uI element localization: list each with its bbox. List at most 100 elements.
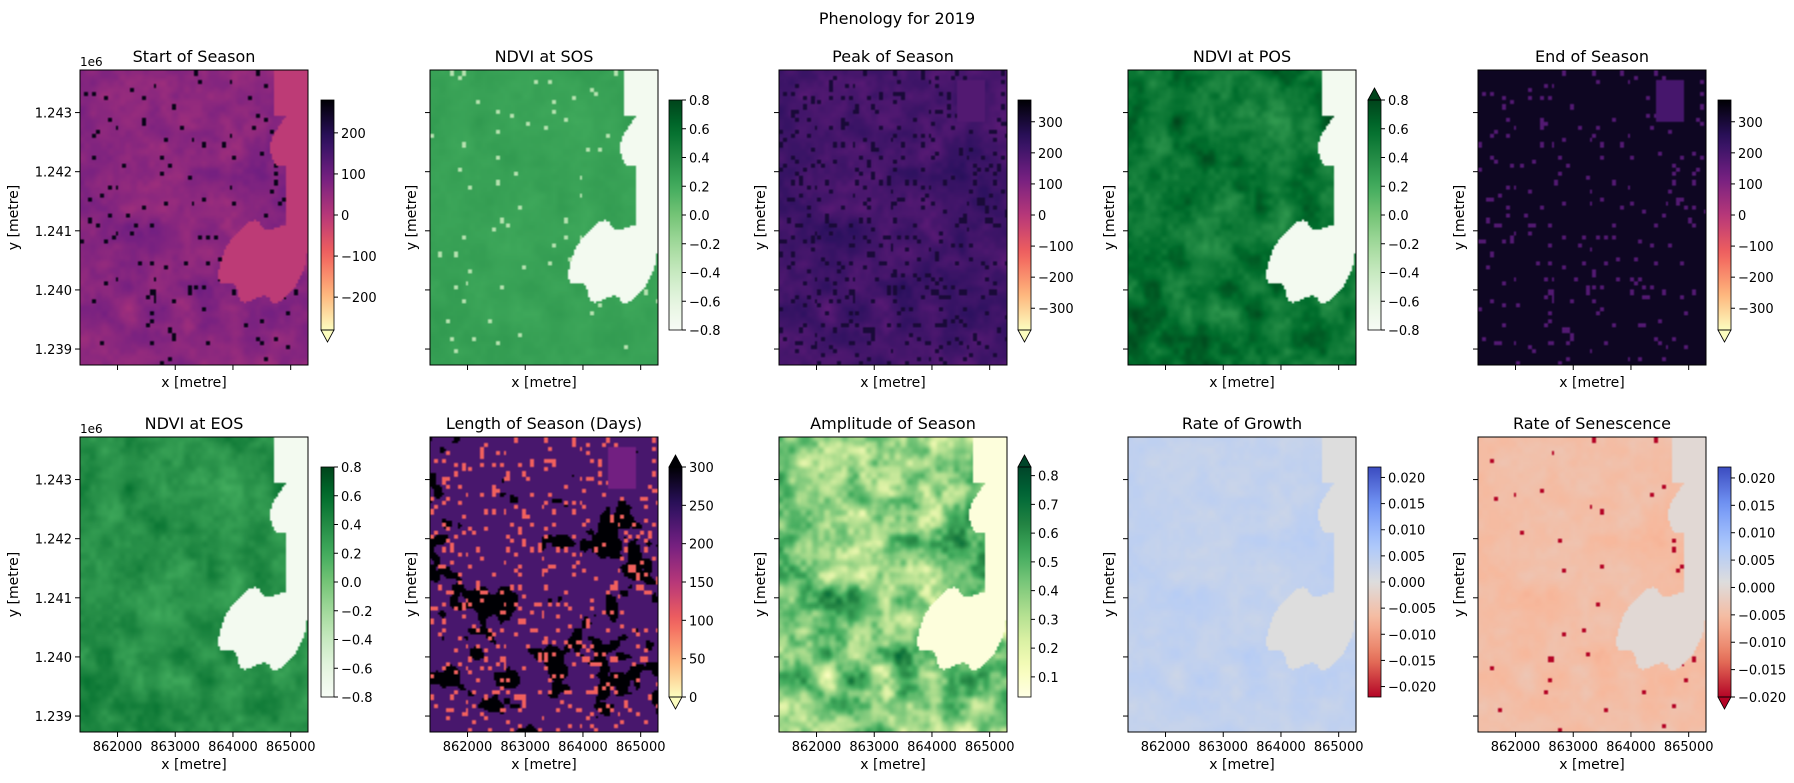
x-axis-label: x [metre] [161, 757, 226, 773]
x-tick-label: 863000 [500, 740, 550, 755]
heatmap-image [779, 70, 1007, 365]
colorbar-tick-label: 0.5 [1038, 556, 1059, 571]
y-axis-label: y [metre] [753, 552, 769, 617]
axes-frame [429, 69, 659, 366]
x-tick-label: 864000 [208, 740, 258, 755]
x-tick-label: 865000 [1314, 740, 1364, 755]
x-tick-label: 862000 [792, 740, 842, 755]
y-axis-label: y [metre] [753, 185, 769, 250]
colorbar-gradient [1018, 467, 1031, 697]
colorbar: 200 100 0 −100 −200 [320, 99, 377, 343]
colorbar-tick-label: 0.8 [341, 461, 362, 476]
x-axis-label: x [metre] [1209, 757, 1274, 773]
x-axis-label: x [metre] [860, 375, 925, 391]
y-tick-label: 1.239 [35, 343, 72, 358]
colorbar-tick-label: 0.0 [689, 209, 710, 224]
x-axis-label: x [metre] [860, 757, 925, 773]
y-tick-label: 1.241 [35, 592, 72, 607]
colorbar-extend-min [1717, 329, 1732, 343]
colorbar: 0.8 0.6 0.4 0.2 0.0 −0.2 −0.4 −0.6 −0.8 [668, 94, 721, 339]
heatmap-image [430, 437, 658, 732]
y-tick-label: 1.243 [35, 474, 72, 489]
axes-frame [1477, 69, 1707, 366]
colorbar-tick-label: 250 [689, 499, 714, 514]
colorbar-gradient [669, 467, 682, 697]
panel-title: NDVI at SOS [495, 47, 594, 66]
y-tick-label: 1.242 [35, 533, 72, 548]
panel-title: End of Season [1535, 47, 1649, 66]
x-tick-label: 864000 [558, 740, 608, 755]
colorbar-tick-label: −200 [1038, 271, 1074, 286]
x-tick-label: 863000 [1548, 740, 1598, 755]
axes-frame [79, 436, 309, 733]
colorbar-frame [1717, 466, 1732, 698]
colorbar-tick-label: 200 [689, 538, 714, 553]
panels-grid: Start of Season 1.243 1.242 1.241 1.240 1.239… [6, 47, 1786, 773]
colorbar-tick-label: 0.6 [341, 490, 362, 505]
colorbar-tick-label: −0.6 [689, 295, 721, 310]
x-axis-label: x [metre] [511, 757, 576, 773]
colorbar-gradient [1718, 100, 1731, 330]
colorbar: 0.020 0.015 0.010 0.005 0.000 −0.005 −0.010 −0.… [1367, 466, 1436, 698]
colorbar-tick-label: 100 [1038, 178, 1063, 193]
colorbar-tick-label: 100 [1738, 178, 1763, 193]
colorbar-extend-min [1717, 696, 1732, 710]
colorbar-tick-label: −100 [1038, 240, 1074, 255]
y-axis-label: y [metre] [1102, 552, 1118, 617]
colorbar-tick-label: 0.000 [1738, 581, 1775, 596]
heatmap-image [1478, 437, 1706, 732]
y-tick-label: 1.242 [35, 166, 72, 181]
heatmap-image [779, 437, 1007, 732]
x-axis-label: x [metre] [1559, 757, 1624, 773]
colorbar-gradient [321, 467, 334, 697]
panel-title: Length of Season (Days) [446, 414, 642, 433]
colorbar: 0.8 0.6 0.4 0.2 0.0 −0.2 −0.4 −0.6 −0.8 [1367, 87, 1420, 339]
axes-frame [1127, 69, 1357, 366]
heatmap-image [430, 70, 658, 365]
colorbar-extend-min [668, 696, 683, 710]
colorbar-tick-label: 200 [1738, 147, 1763, 162]
panel-rog: Rate of Growth 862000 863000 864000 865000 x … [1102, 414, 1436, 773]
colorbar-tick-label: −0.2 [341, 605, 373, 620]
colorbar-tick-label: −0.4 [689, 267, 721, 282]
panel-los: Length of Season (Days) 862000 863000 86400… [404, 414, 714, 773]
colorbar-tick-label: 300 [1738, 116, 1763, 131]
colorbar-tick-label: 0.4 [1038, 585, 1059, 600]
colorbar-tick-label: −100 [1738, 240, 1774, 255]
x-tick-label: 865000 [965, 740, 1015, 755]
x-axis-label: x [metre] [1209, 375, 1274, 391]
colorbar-tick-label: 0.6 [689, 123, 710, 138]
panel-aos: Amplitude of Season 862000 863000 864000 865… [753, 414, 1059, 773]
colorbar-gradient [669, 100, 682, 330]
x-tick-label: 864000 [907, 740, 957, 755]
colorbar-tick-label: 0 [1038, 209, 1046, 224]
y-axis-label: y [metre] [1452, 185, 1468, 250]
colorbar-gradient [1718, 467, 1731, 697]
heatmap-image [1478, 70, 1706, 365]
colorbar-tick-label: 0 [1738, 209, 1746, 224]
colorbar-tick-label: 0.000 [1388, 576, 1425, 591]
colorbar-tick-label: −0.8 [341, 691, 373, 706]
colorbar-gradient [1368, 467, 1381, 697]
colorbar-extend-max [1367, 87, 1382, 101]
x-tick-label: 863000 [150, 740, 200, 755]
colorbar-tick-label: −0.4 [341, 634, 373, 649]
colorbar-tick-label: −0.015 [1388, 654, 1436, 669]
x-axis-label: x [metre] [1559, 375, 1624, 391]
panel-ndvi-eos: NDVI at EOS 862000 863000 864000 865000 1.243… [6, 414, 373, 773]
colorbar-tick-label: −0.020 [1738, 691, 1786, 706]
x-tick-label: 863000 [1198, 740, 1248, 755]
colorbar-tick-label: −300 [1738, 302, 1774, 317]
y-axis-label: y [metre] [1452, 552, 1468, 617]
colorbar-tick-label: 0.8 [1388, 94, 1409, 109]
colorbar-tick-label: 0.4 [689, 152, 710, 167]
y-tick-label: 1.241 [35, 225, 72, 240]
colorbar-tick-label: 0.0 [1388, 209, 1409, 224]
colorbar-frame [1017, 466, 1032, 698]
heatmap-image [1128, 437, 1356, 732]
colorbar-gradient [1018, 100, 1031, 330]
colorbar-tick-label: 0.005 [1738, 554, 1775, 569]
colorbar-tick-label: 0.8 [1038, 470, 1059, 485]
colorbar-tick-label: 300 [1038, 116, 1063, 131]
